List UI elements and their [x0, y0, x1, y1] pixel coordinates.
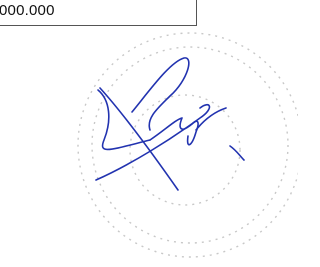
stamp-and-signature — [0, 0, 298, 267]
page: {"field": {"value": "000.000"}} 000.000 … — [0, 0, 298, 267]
signature — [96, 58, 244, 190]
